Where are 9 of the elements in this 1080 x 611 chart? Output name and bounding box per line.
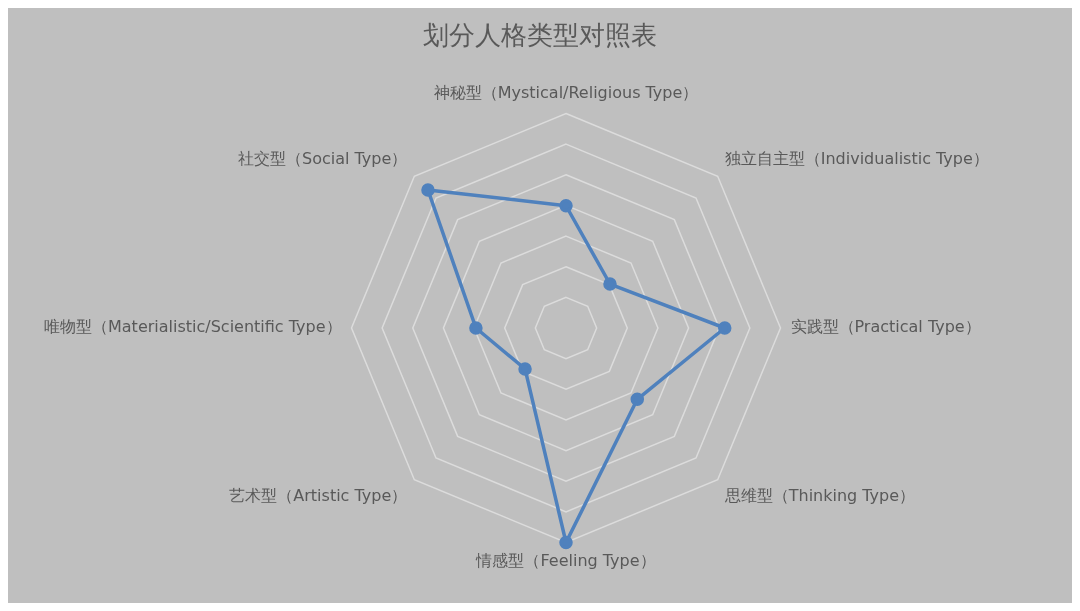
spoke-label: 神秘型（Mystical/Religious Type）	[433, 83, 699, 103]
chart-title: 划分人格类型对照表	[423, 20, 657, 51]
spoke-label: 思维型（Thinking Type）	[723, 485, 916, 505]
spoke-label: 社交型（Social Type）	[237, 148, 408, 168]
spoke-label: 唯物型（Materialistic/Scientific Type）	[44, 317, 342, 337]
spoke-label: 艺术型（Artistic Type）	[229, 485, 408, 505]
spoke-label: 独立自主型（Individualistic Type）	[724, 148, 989, 168]
spoke-label: 实践型（Practical Type）	[790, 317, 981, 337]
spoke-label: 情感型（Feeling Type）	[475, 551, 656, 571]
